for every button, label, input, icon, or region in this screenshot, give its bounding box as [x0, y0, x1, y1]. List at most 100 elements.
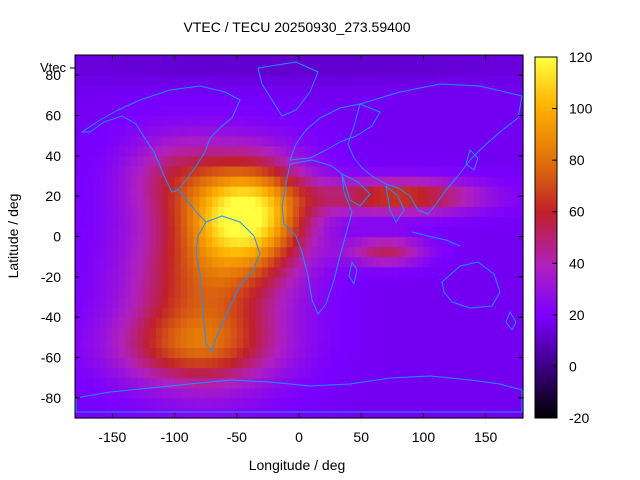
heatmap-cell — [75, 186, 82, 197]
heatmap-cell — [411, 286, 418, 298]
heatmap-cell — [243, 367, 250, 379]
heatmap-cell — [143, 337, 151, 349]
heatmap-cell — [435, 367, 443, 379]
heatmap-cell — [124, 337, 132, 349]
heatmap-cell — [299, 387, 306, 399]
heatmap-cell — [398, 85, 406, 96]
heatmap-cell — [485, 407, 493, 419]
heatmap-cell — [311, 266, 319, 278]
heatmap-cell — [236, 75, 244, 86]
heatmap-cell — [274, 226, 281, 238]
heatmap-cell — [423, 317, 431, 328]
heatmap-cell — [112, 155, 120, 167]
heatmap-cell — [274, 65, 281, 76]
heatmap-cell — [236, 397, 244, 409]
heatmap-cell — [323, 176, 331, 187]
heatmap-cell — [149, 377, 157, 389]
heatmap-cell — [435, 155, 443, 167]
heatmap-cell — [460, 307, 468, 318]
heatmap-cell — [299, 216, 306, 228]
heatmap-cell — [112, 307, 120, 318]
heatmap-cell — [342, 327, 350, 338]
heatmap-cell — [93, 347, 101, 359]
heatmap-cell — [516, 236, 524, 248]
heatmap-cell — [218, 307, 225, 318]
heatmap-cell — [205, 105, 213, 117]
heatmap-cell — [137, 276, 145, 288]
heatmap-cell — [274, 246, 281, 258]
heatmap-cell — [211, 347, 219, 359]
heatmap-cell — [106, 75, 113, 86]
heatmap-cell — [267, 55, 275, 66]
heatmap-cell — [454, 155, 462, 167]
heatmap-cell — [311, 407, 319, 419]
heatmap-cell — [143, 347, 151, 359]
heatmap-cell — [361, 266, 369, 278]
heatmap-cell — [81, 387, 89, 399]
heatmap-cell — [137, 347, 145, 359]
heatmap-cell — [99, 165, 107, 177]
heatmap-cell — [361, 226, 369, 238]
heatmap-cell — [255, 226, 263, 238]
heatmap-cell — [379, 95, 387, 107]
heatmap-cell — [311, 307, 319, 318]
heatmap-cell — [417, 236, 425, 248]
heatmap-cell — [361, 216, 369, 228]
heatmap-cell — [467, 115, 474, 127]
heatmap-cell — [87, 115, 95, 127]
heatmap-cell — [442, 286, 449, 298]
heatmap-cell — [330, 407, 337, 419]
heatmap-cell — [118, 327, 126, 338]
heatmap-cell — [467, 317, 474, 328]
heatmap-cell — [442, 226, 449, 238]
heatmap-cell — [99, 206, 107, 217]
heatmap-cell — [454, 397, 462, 409]
heatmap-cell — [199, 236, 207, 248]
heatmap-cell — [516, 297, 524, 308]
heatmap-cell — [367, 236, 375, 248]
heatmap-cell — [193, 105, 201, 117]
heatmap-cell — [473, 276, 481, 288]
heatmap-cell — [305, 367, 313, 379]
heatmap-cell — [249, 135, 257, 147]
heatmap-cell — [106, 256, 113, 268]
heatmap-cell — [155, 155, 163, 167]
heatmap-cell — [411, 397, 418, 409]
heatmap-cell — [261, 387, 269, 399]
heatmap-cell — [485, 155, 493, 167]
heatmap-cell — [504, 95, 512, 107]
heatmap-cell — [386, 297, 393, 308]
heatmap-cell — [411, 95, 418, 107]
heatmap-cell — [131, 387, 138, 399]
heatmap-cell — [311, 387, 319, 399]
heatmap-cell — [131, 397, 138, 409]
heatmap-cell — [99, 65, 107, 76]
heatmap-cell — [292, 327, 300, 338]
heatmap-cell — [249, 367, 257, 379]
heatmap-cell — [193, 176, 201, 187]
heatmap-cell — [423, 206, 431, 217]
heatmap-cell — [193, 55, 201, 66]
heatmap-cell — [479, 155, 487, 167]
heatmap-cell — [473, 266, 481, 278]
heatmap-cell — [199, 75, 207, 86]
heatmap-cell — [187, 347, 194, 359]
heatmap-cell — [479, 276, 487, 288]
heatmap-cell — [286, 327, 294, 338]
heatmap-cell — [187, 196, 194, 207]
heatmap-cell — [348, 397, 356, 409]
heatmap-cell — [305, 297, 313, 308]
heatmap-cell — [218, 407, 225, 419]
heatmap-cell — [454, 337, 462, 349]
heatmap-cell — [348, 307, 356, 318]
heatmap-cell — [323, 276, 331, 288]
heatmap-cell — [491, 75, 499, 86]
heatmap-cell — [510, 75, 518, 86]
heatmap-cell — [473, 317, 481, 328]
heatmap-cell — [180, 307, 188, 318]
heatmap-cell — [435, 125, 443, 137]
heatmap-cell — [267, 115, 275, 127]
heatmap-cell — [367, 357, 375, 369]
heatmap-cell — [243, 125, 250, 137]
